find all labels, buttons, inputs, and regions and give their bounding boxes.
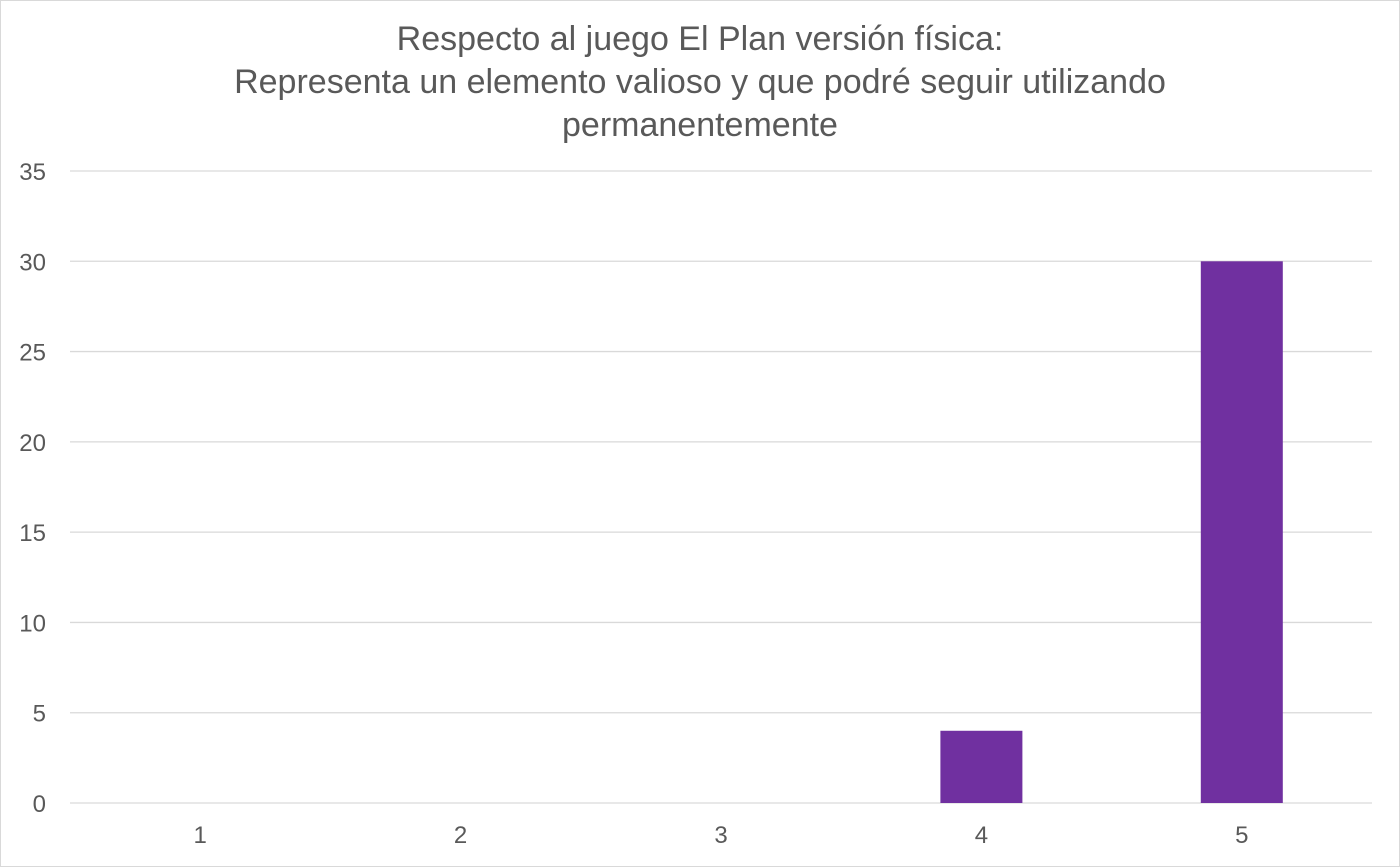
x-axis-ticks: 1 2 3 4 5 xyxy=(194,822,1249,849)
x-tick-label: 1 xyxy=(194,822,207,849)
chart-title-line-2: Representa un elemento valioso y que pod… xyxy=(234,63,1166,101)
x-tick-label: 3 xyxy=(714,822,727,849)
chart-title-line-1: Respecto al juego El Plan versión física… xyxy=(396,20,1004,58)
x-tick-label: 4 xyxy=(975,822,988,849)
bar-4 xyxy=(940,730,1023,803)
y-tick-label: 35 xyxy=(19,159,46,186)
bars xyxy=(940,261,1283,803)
chart-title-line-3: permanentemente xyxy=(562,106,838,144)
y-tick-label: 15 xyxy=(19,520,46,547)
y-axis-ticks: 0 5 10 15 20 25 30 35 xyxy=(19,159,46,818)
y-tick-label: 30 xyxy=(19,249,46,276)
y-tick-label: 10 xyxy=(19,610,46,637)
chart-title: Respecto al juego El Plan versión física… xyxy=(0,18,1400,147)
y-tick-label: 5 xyxy=(33,701,46,728)
x-tick-label: 5 xyxy=(1235,822,1248,849)
y-tick-label: 25 xyxy=(19,340,46,367)
x-tick-label: 2 xyxy=(454,822,467,849)
y-tick-label: 0 xyxy=(33,791,46,818)
gridlines xyxy=(70,170,1372,804)
y-tick-label: 20 xyxy=(19,430,46,457)
bar-5 xyxy=(1200,261,1283,803)
